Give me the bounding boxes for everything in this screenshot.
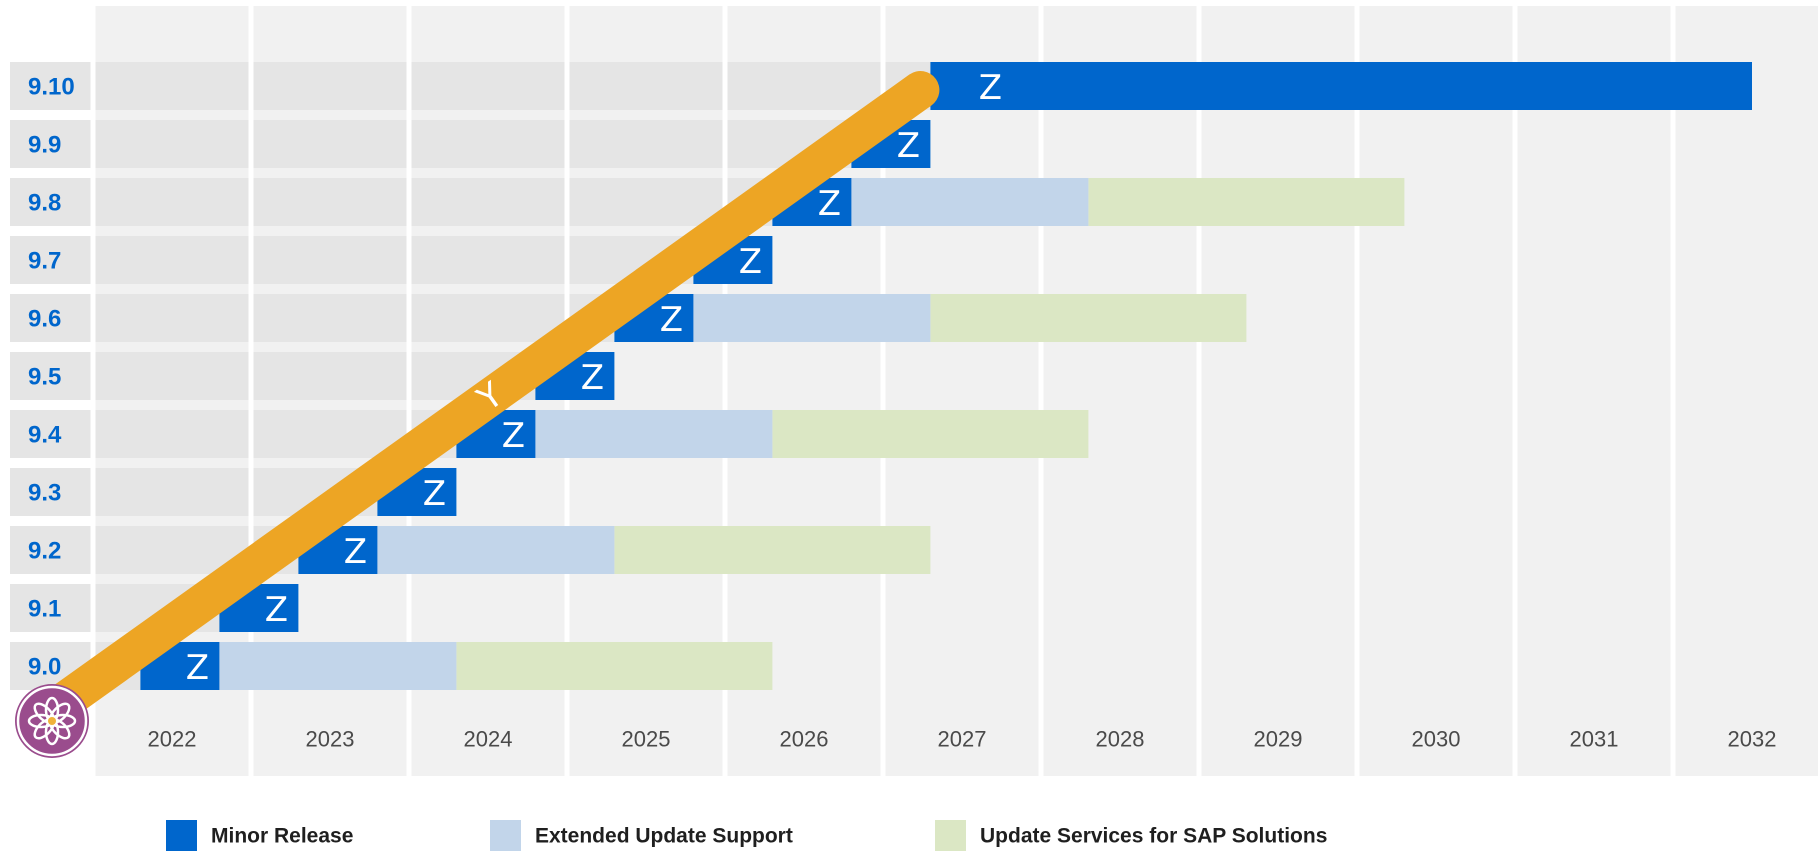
gridline [406, 6, 412, 776]
x-tick-label-2026: 2026 [780, 727, 829, 752]
y-tick-label-9-10: 9.10 [28, 74, 75, 101]
gridline [90, 6, 96, 776]
legend-label-update-services-for-sap-solutions: Update Services for SAP Solutions [980, 825, 1327, 848]
y-tick-label-9-9: 9.9 [28, 132, 61, 159]
legend-swatch-extended-update-support [490, 820, 521, 851]
y-tick-label-9-7: 9.7 [28, 248, 61, 275]
bar-label-z-9-0: Z [186, 648, 209, 688]
diagonal-y-band [41, 71, 940, 723]
bar-label-z-9-2: Z [344, 532, 367, 572]
extended-update-support-bar-9-2 [377, 526, 615, 574]
extended-update-support-bar-9-8 [851, 178, 1089, 226]
y-tick-label-9-0: 9.0 [28, 654, 61, 681]
update-services-for-sap-solutions-bar-9-6 [930, 294, 1247, 342]
row-band-9-6 [10, 294, 615, 342]
row-band-9-4 [10, 410, 457, 458]
x-tick-label-2029: 2029 [1254, 727, 1303, 752]
x-tick-label-2032: 2032 [1728, 727, 1777, 752]
legend-item-minor-release: Minor Release [166, 820, 353, 851]
row-band-9-9 [10, 120, 852, 168]
bar-label-z-9-10: Z [979, 68, 1002, 108]
legend-item-extended-update-support: Extended Update Support [490, 820, 793, 851]
bar-label-z-9-5: Z [581, 358, 604, 398]
minor-release-bar-9-10 [930, 62, 1752, 110]
gridline [1038, 6, 1044, 776]
bar-label-z-9-3: Z [423, 474, 446, 514]
bar-label-z-9-8: Z [818, 184, 841, 224]
update-services-for-sap-solutions-bar-9-0 [456, 642, 773, 690]
legend-swatch-minor-release [166, 820, 197, 851]
gridline [1354, 6, 1360, 776]
y-tick-label-9-5: 9.5 [28, 364, 61, 391]
gridline [1670, 6, 1676, 776]
update-services-for-sap-solutions-bar-9-8 [1088, 178, 1405, 226]
x-tick-label-2027: 2027 [938, 727, 987, 752]
row-band-9-7 [10, 236, 694, 284]
bar-label-z-9-6: Z [660, 300, 683, 340]
extended-update-support-bar-9-6 [693, 294, 931, 342]
flower-logo-icon [15, 684, 89, 758]
update-services-for-sap-solutions-bar-9-2 [614, 526, 931, 574]
legend-item-update-services-for-sap-solutions: Update Services for SAP Solutions [935, 820, 1327, 851]
extended-update-support-bar-9-4 [535, 410, 773, 458]
y-tick-label-9-6: 9.6 [28, 306, 61, 333]
gridline [248, 6, 254, 776]
bar-label-z-9-1: Z [265, 590, 288, 630]
y-tick-label-9-3: 9.3 [28, 480, 61, 507]
y-tick-label-9-4: 9.4 [28, 422, 62, 449]
row-band-9-5 [10, 352, 536, 400]
row-band-9-8 [10, 178, 773, 226]
legend-swatch-update-services-for-sap-solutions [935, 820, 966, 851]
y-tick-label-9-8: 9.8 [28, 190, 61, 217]
y-tick-label-9-2: 9.2 [28, 538, 61, 565]
legend-label-minor-release: Minor Release [211, 825, 353, 848]
y-tick-label-9-1: 9.1 [28, 596, 61, 623]
x-tick-label-2028: 2028 [1096, 727, 1145, 752]
x-tick-label-2031: 2031 [1570, 727, 1619, 752]
gridline [1196, 6, 1202, 776]
gridline [880, 6, 886, 776]
gridline [1512, 6, 1518, 776]
bar-label-z-9-9: Z [897, 126, 920, 166]
x-tick-label-2025: 2025 [622, 727, 671, 752]
x-tick-label-2023: 2023 [306, 727, 355, 752]
bar-label-z-9-4: Z [502, 416, 525, 456]
x-tick-label-2022: 2022 [148, 727, 197, 752]
update-services-for-sap-solutions-bar-9-4 [772, 410, 1089, 458]
row-band-9-10 [10, 62, 931, 110]
bar-label-z-9-7: Z [739, 242, 762, 282]
gridline [722, 6, 728, 776]
x-tick-label-2024: 2024 [464, 727, 513, 752]
x-tick-label-2030: 2030 [1412, 727, 1461, 752]
legend-label-extended-update-support: Extended Update Support [535, 825, 793, 848]
extended-update-support-bar-9-0 [219, 642, 457, 690]
